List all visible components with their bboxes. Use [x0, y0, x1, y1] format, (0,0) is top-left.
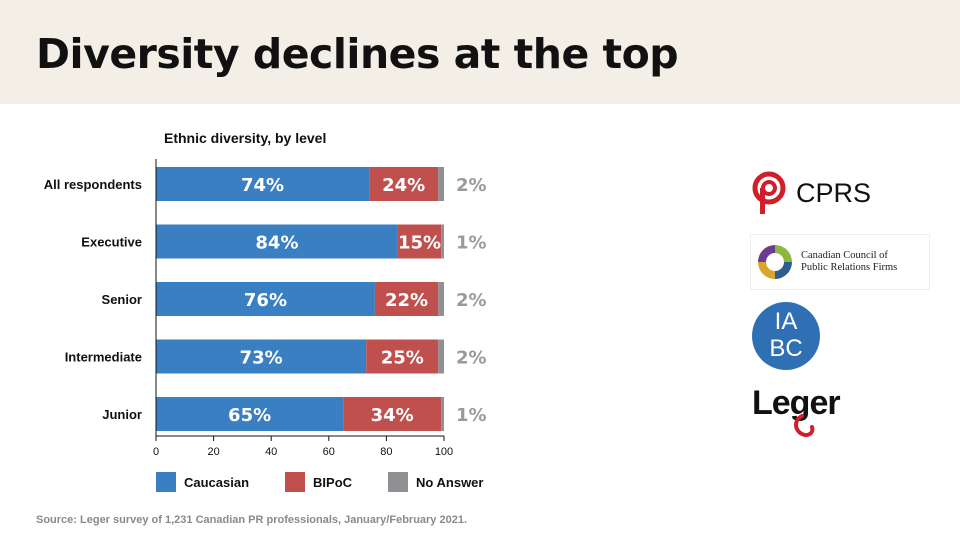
cccprf-line-1: Canadian Council of — [801, 250, 888, 261]
leger-swoosh-icon — [794, 414, 815, 438]
chart-title: Ethnic diversity, by level — [164, 130, 327, 146]
category-label-senior: Senior — [102, 292, 142, 307]
chart-legend: Caucasian BIPoC No Answer — [156, 472, 519, 492]
data-label-bipoc-executive: 15% — [398, 233, 441, 254]
bar-bipoc-executive — [397, 224, 442, 259]
bar-no-answer-executive — [441, 224, 444, 259]
bar-no-answer-senior — [438, 282, 444, 316]
data-label-caucasian-executive: 84% — [255, 233, 298, 254]
source-note: Source: Leger survey of 1,231 Canadian P… — [36, 514, 468, 526]
data-label-caucasian-senior: 76% — [244, 290, 287, 311]
category-label-all-respondents: All respondents — [44, 177, 142, 192]
bar-bipoc-junior — [343, 397, 442, 431]
legend-label-no-answer: No Answer — [416, 474, 484, 490]
data-label-caucasian-junior: 65% — [228, 405, 271, 426]
bar-bipoc-senior — [374, 282, 439, 316]
data-label-no-answer-intermediate: 2% — [456, 348, 487, 369]
data-label-caucasian-all-respondents: 74% — [241, 175, 284, 196]
bar-caucasian-intermediate — [156, 339, 367, 374]
leger-logo-text: Leger — [752, 384, 840, 422]
legend-label-caucasian: Caucasian — [184, 474, 250, 490]
x-tick-label-20: 20 — [207, 446, 219, 458]
data-label-bipoc-senior: 22% — [385, 290, 428, 311]
data-label-no-answer-senior: 2% — [456, 290, 487, 311]
legend-item-no-answer: No Answer — [388, 472, 483, 492]
page-title: Diversity declines at the top — [36, 30, 679, 78]
legend-item-caucasian: Caucasian — [156, 472, 249, 492]
iabc-logo: IA BC — [752, 302, 820, 370]
data-label-no-answer-junior: 1% — [456, 405, 487, 426]
leger-wordmark: Leger — [752, 384, 841, 438]
bar-caucasian-junior — [156, 397, 344, 431]
legend-swatch-no-answer — [388, 472, 409, 492]
bar-no-answer-all-respondents — [438, 167, 444, 201]
data-label-no-answer-all-respondents: 2% — [456, 175, 487, 196]
x-tick-label-100: 100 — [435, 446, 453, 458]
x-tick-label-60: 60 — [323, 446, 335, 458]
bar-bipoc-intermediate — [366, 339, 439, 374]
legend-item-bipoc: BIPoC — [285, 472, 352, 492]
bar-caucasian-executive — [156, 224, 398, 259]
iabc-line-1: IA — [774, 308, 798, 335]
iabc-line-2: BC — [769, 335, 803, 362]
legend-swatch-caucasian — [156, 472, 176, 492]
data-label-bipoc-all-respondents: 24% — [382, 175, 425, 196]
cprs-logo-text: CPRS — [796, 177, 872, 208]
cccprf-logo: Canadian Council of Public Relations Fir… — [750, 234, 930, 290]
category-label-junior: Junior — [102, 407, 142, 422]
header-band: Diversity declines at the top — [0, 0, 960, 104]
cprs-logo: CPRS — [752, 170, 912, 216]
category-label-intermediate: Intermediate — [65, 350, 142, 365]
bar-caucasian-senior — [156, 282, 375, 316]
category-label-executive: Executive — [81, 235, 142, 250]
x-tick-label-0: 0 — [153, 446, 159, 458]
x-tick-label-40: 40 — [265, 446, 277, 458]
bar-no-answer-intermediate — [438, 339, 444, 374]
bar-bipoc-all-respondents — [369, 167, 439, 201]
cccprf-mark-icon — [758, 245, 792, 279]
cccprf-line-2: Public Relations Firms — [801, 262, 898, 273]
leger-logo: Leger — [752, 380, 862, 440]
data-label-bipoc-junior: 34% — [371, 405, 414, 426]
x-tick-label-80: 80 — [380, 446, 392, 458]
data-label-bipoc-intermediate: 25% — [381, 348, 424, 369]
cprs-mark-icon — [752, 171, 786, 214]
legend-swatch-bipoc — [285, 472, 306, 492]
data-label-caucasian-intermediate: 73% — [240, 348, 283, 369]
legend-label-bipoc: BIPoC — [313, 474, 353, 490]
bar-no-answer-junior — [441, 397, 444, 431]
data-label-no-answer-executive: 1% — [456, 233, 487, 254]
cccprf-logo-text: Canadian Council of Public Relations Fir… — [801, 250, 897, 274]
iabc-logo-text: IA BC — [752, 308, 820, 362]
bar-caucasian-all-respondents — [156, 167, 370, 201]
